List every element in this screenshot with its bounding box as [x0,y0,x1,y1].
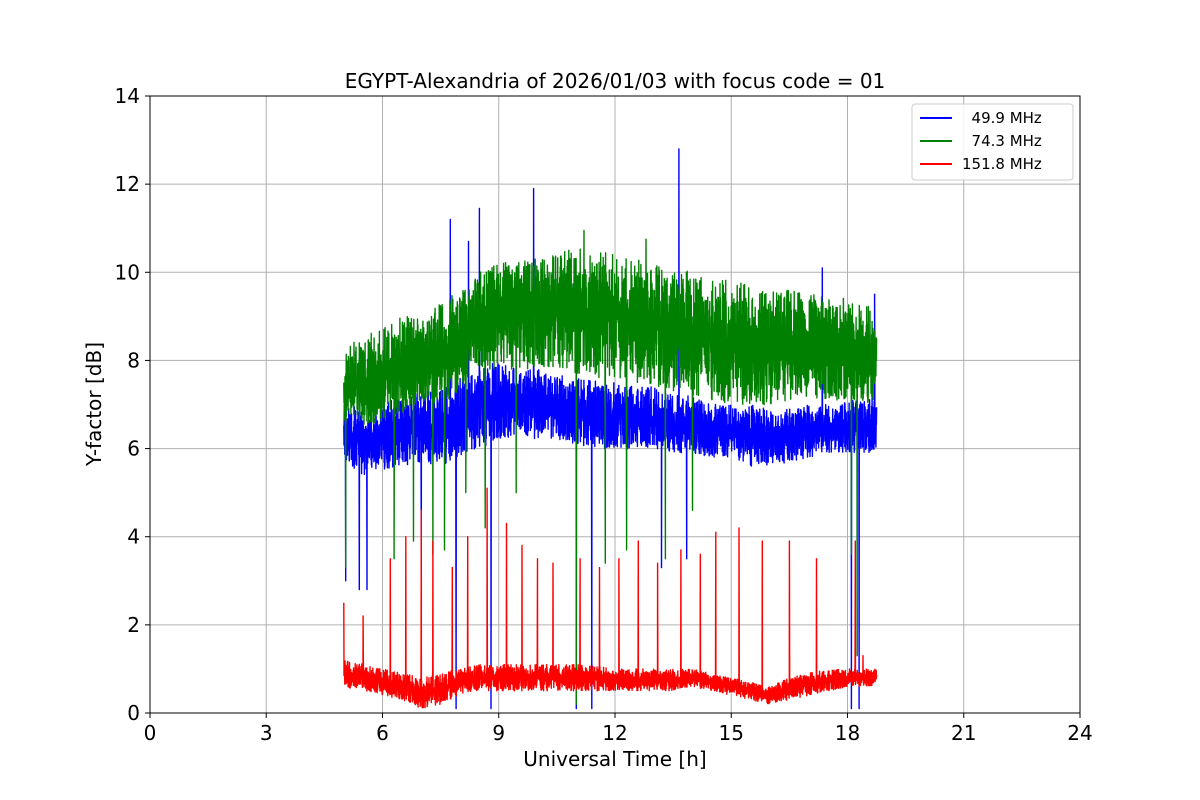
y-tick-label: 0 [127,701,140,725]
series-line-1 [343,229,878,705]
y-tick-label: 10 [115,260,140,284]
y-tick-label: 12 [115,172,140,196]
x-tick-label: 24 [1067,721,1092,745]
legend-box [911,103,1074,181]
x-tick-label: 6 [376,721,389,745]
chart-title: EGYPT-Alexandria of 2026/01/03 with focu… [345,69,886,93]
x-tick-label: 9 [492,721,505,745]
x-axis-title: Universal Time [h] [523,747,706,771]
x-tick-label: 12 [602,721,627,745]
x-tick-label: 18 [835,721,860,745]
y-tick-label: 6 [127,437,140,461]
y-tick-label: 14 [115,84,140,108]
x-tick-label: 15 [719,721,744,745]
y-axis-title: Y-factor [dB] [82,342,106,467]
series-line-2 [343,487,878,709]
y-tick-label: 8 [127,348,140,372]
x-tick-label: 21 [951,721,976,745]
legend: 49.9 MHz 74.3 MHz 151.8 MHz [911,103,1074,181]
y-tick-label: 4 [127,525,140,549]
x-tick-label: 3 [260,721,273,745]
y-tick-label: 2 [127,613,140,637]
x-tick-label: 0 [144,721,157,745]
legend-label-151-8: 151.8 MHz [962,155,1042,173]
legend-label-74-3: 74.3 MHz [962,132,1042,150]
legend-label-49-9: 49.9 MHz [962,109,1042,127]
series-layer [343,148,878,710]
